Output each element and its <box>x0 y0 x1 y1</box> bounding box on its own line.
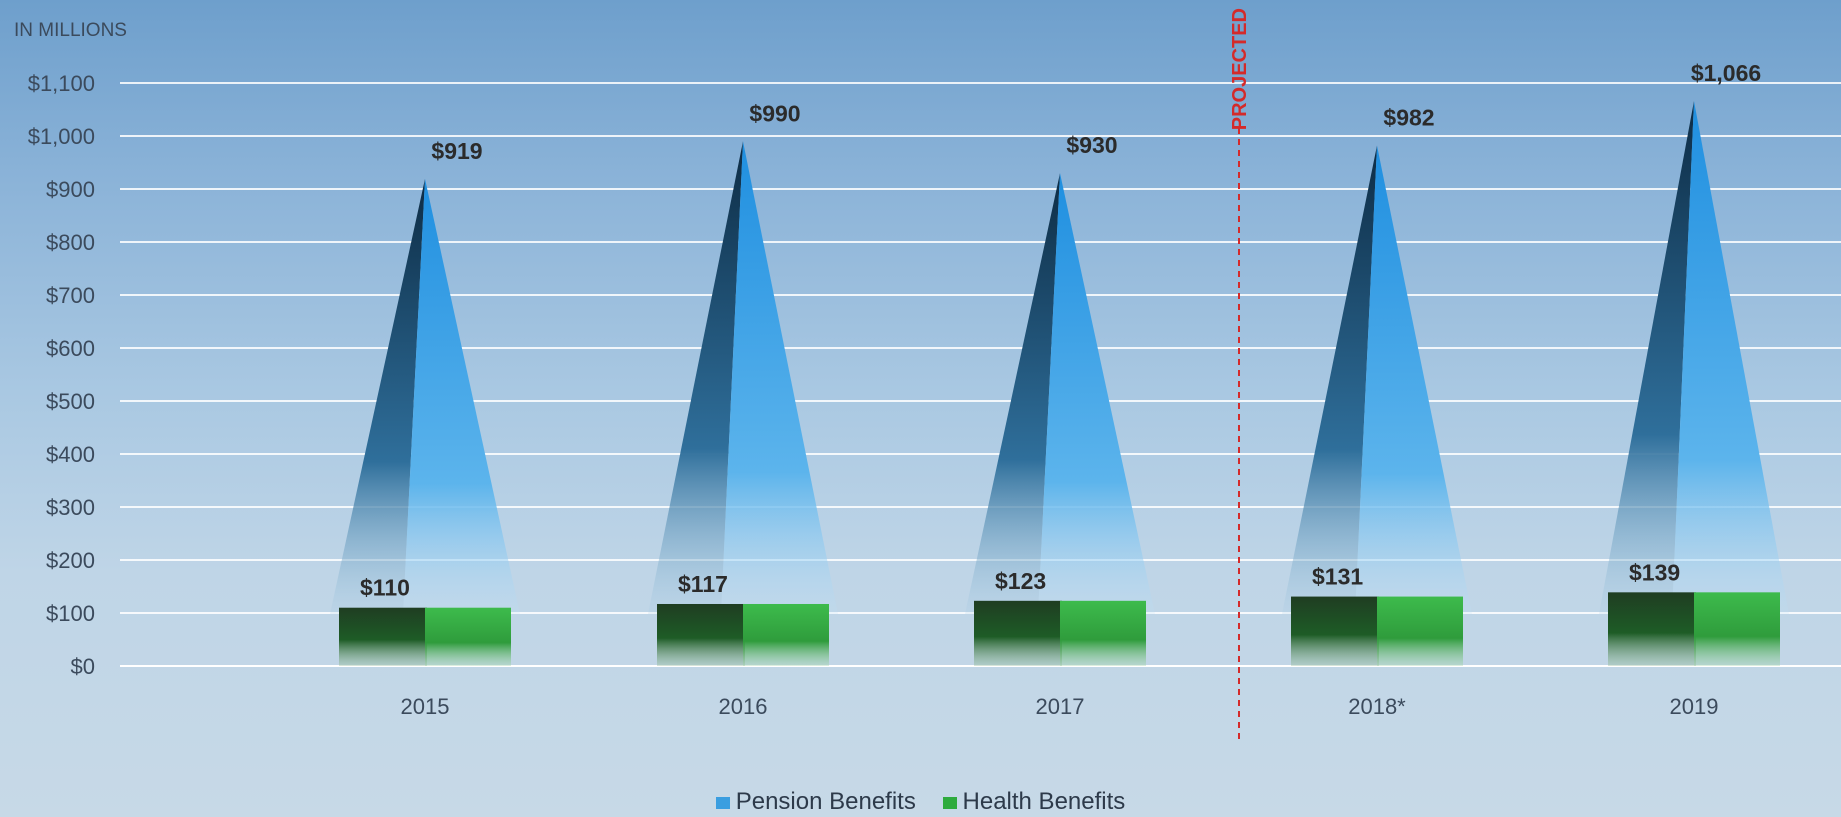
y-tick-label: $700 <box>46 283 95 308</box>
pension-value-label: $990 <box>749 100 800 126</box>
legend-item-pension: Pension Benefits <box>715 788 916 816</box>
health-bar <box>339 607 511 666</box>
pension-bar-shade <box>1282 145 1377 615</box>
legend-item-health: Health Benefits <box>942 788 1126 816</box>
health-bar <box>657 603 829 666</box>
y-tick-label: $100 <box>46 601 95 626</box>
health-bar-face <box>425 607 511 666</box>
pension-bar-face <box>1038 173 1155 614</box>
pension-bar <box>648 141 838 615</box>
y-tick-label: $800 <box>46 230 95 255</box>
x-tick-label: 2019 <box>1670 694 1719 719</box>
y-tick-label: $500 <box>46 389 95 414</box>
pension-bar <box>1599 101 1789 614</box>
pension-bar <box>330 178 520 614</box>
x-tick-label: 2015 <box>401 694 450 719</box>
pension-value-label: $1,066 <box>1691 60 1761 86</box>
health-value-label: $123 <box>995 568 1046 594</box>
health-bar-shade <box>657 603 745 666</box>
health-bar-shade <box>1608 592 1696 666</box>
legend-label-pension: Pension Benefits <box>735 788 916 815</box>
pension-bar-shade <box>330 178 425 614</box>
legend-swatch-pension <box>715 797 730 809</box>
health-bar-face <box>1694 592 1780 666</box>
pension-value-label: $930 <box>1066 132 1117 158</box>
pension-bar-face <box>1672 101 1789 614</box>
health-value-label: $110 <box>360 575 410 601</box>
y-axis-unit-label: IN MILLIONS <box>14 20 127 41</box>
pension-bar-shade <box>965 173 1060 614</box>
y-tick-label: $1,100 <box>28 71 95 96</box>
y-tick-label: $1,000 <box>28 124 95 149</box>
health-bar-shade <box>974 600 1062 666</box>
health-value-label: $139 <box>1629 559 1680 585</box>
pension-bar <box>1282 145 1472 615</box>
legend-label-health: Health Benefits <box>962 788 1126 815</box>
pension-bar-face <box>1355 145 1472 615</box>
pension-bar-shade <box>648 141 743 615</box>
x-tick-label: 2017 <box>1036 694 1085 719</box>
health-bar-face <box>1060 600 1146 666</box>
health-bar <box>1608 592 1780 666</box>
health-bar-shade <box>339 607 427 666</box>
legend: Pension Benefits Health Benefits <box>0 788 1841 816</box>
health-value-label: $131 <box>1312 564 1363 590</box>
health-bar <box>974 600 1146 666</box>
pension-bar <box>965 173 1155 614</box>
y-tick-label: $200 <box>46 548 95 573</box>
legend-swatch-health <box>942 797 957 809</box>
x-tick-label: 2018* <box>1348 694 1406 719</box>
health-bar-face <box>1377 596 1463 666</box>
pension-bar-shade <box>1599 101 1694 614</box>
y-tick-label: $0 <box>71 654 95 679</box>
pension-bar-face <box>403 178 520 614</box>
pension-value-label: $919 <box>431 138 482 164</box>
projected-label: PROJECTED <box>1229 8 1251 130</box>
health-bar-face <box>743 603 829 666</box>
y-tick-label: $400 <box>46 442 95 467</box>
health-bar-shade <box>1291 596 1379 666</box>
x-tick-label: 2016 <box>719 694 768 719</box>
pension-bar-face <box>721 141 838 615</box>
y-tick-label: $900 <box>46 177 95 202</box>
health-value-label: $117 <box>678 571 728 597</box>
y-tick-label: $600 <box>46 336 95 361</box>
pension-value-label: $982 <box>1383 105 1434 131</box>
y-tick-label: $300 <box>46 495 95 520</box>
health-bar <box>1291 596 1463 666</box>
